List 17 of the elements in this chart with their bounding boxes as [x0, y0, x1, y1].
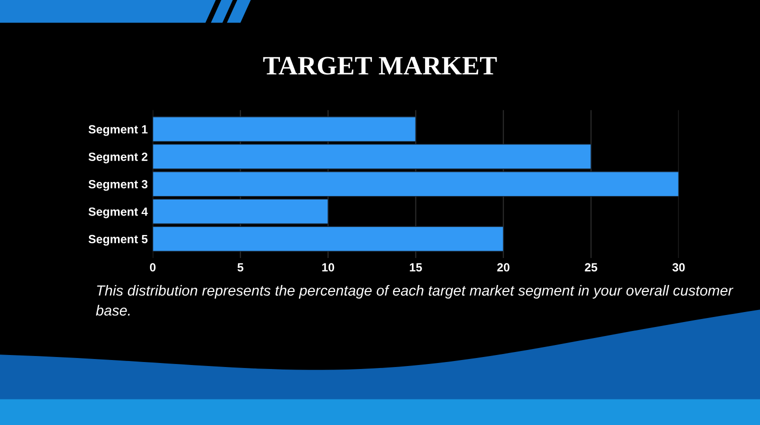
x-tick-label: 20 — [497, 263, 510, 272]
bar — [152, 116, 416, 142]
y-tick-label: Segment 3 — [88, 180, 148, 191]
x-tick-label: 5 — [237, 263, 244, 272]
text: This distribution represents the percentage of each target market segment in your overall customer base. — [96, 284, 734, 316]
y-tick-label: Segment 4 — [88, 207, 148, 218]
chart-title: TARGET MARKET — [263, 56, 497, 75]
x-tick-label: 10 — [322, 263, 334, 272]
y-tick-label: Segment 5 — [88, 234, 148, 246]
bar — [152, 226, 504, 252]
x-tick-label: 30 — [672, 263, 685, 272]
x-tick-label: 0 — [150, 263, 156, 272]
y-tick-label: Segment 1 — [88, 125, 148, 136]
x-tick-label: 25 — [584, 263, 598, 272]
x-tick-label: 15 — [410, 263, 422, 272]
bar — [152, 144, 592, 170]
y-tick-label: Segment 2 — [88, 152, 148, 164]
